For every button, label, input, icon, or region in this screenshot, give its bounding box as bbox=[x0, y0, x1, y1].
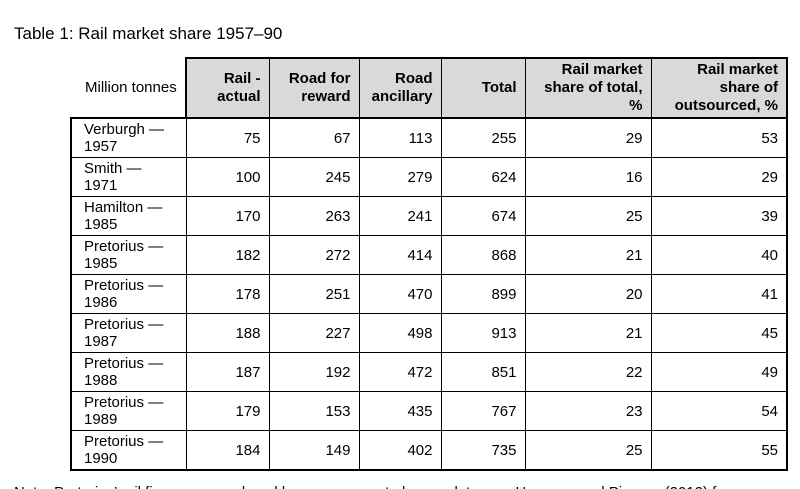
rail-market-share-table: Million tonnes Rail - actual Road for rew… bbox=[70, 57, 788, 471]
cell-value: 45 bbox=[650, 313, 788, 353]
cell-value: 25 bbox=[524, 196, 652, 236]
table-body: Verburgh — 1957 75 67 113 255 29 53 Smith — 197… bbox=[70, 117, 788, 471]
cell-value: 153 bbox=[268, 391, 360, 431]
table-row: Pretorius — 1987 188 227 498 913 21 45 bbox=[70, 313, 788, 353]
row-label: Hamilton — 1985 bbox=[70, 196, 187, 236]
cell-value: 39 bbox=[650, 196, 788, 236]
cell-value: 255 bbox=[440, 117, 526, 158]
column-header: Total bbox=[440, 57, 526, 119]
cell-value: 272 bbox=[268, 235, 360, 275]
table-row: Pretorius — 1990 184 149 402 735 25 55 bbox=[70, 430, 788, 471]
row-label: Pretorius — 1989 bbox=[70, 391, 187, 431]
cell-value: 41 bbox=[650, 274, 788, 314]
cell-value: 100 bbox=[185, 157, 270, 197]
cell-value: 470 bbox=[358, 274, 442, 314]
cell-value: 20 bbox=[524, 274, 652, 314]
cell-value: 913 bbox=[440, 313, 526, 353]
cell-value: 498 bbox=[358, 313, 442, 353]
cell-value: 179 bbox=[185, 391, 270, 431]
header-row: Million tonnes Rail - actual Road for rew… bbox=[71, 57, 788, 119]
cell-value: 472 bbox=[358, 352, 442, 392]
table-row: Pretorius — 1985 182 272 414 868 21 40 bbox=[70, 235, 788, 275]
row-label: Pretorius — 1990 bbox=[70, 430, 187, 471]
cell-value: 113 bbox=[358, 117, 442, 158]
cell-value: 25 bbox=[524, 430, 652, 471]
cell-value: 170 bbox=[185, 196, 270, 236]
table-row: Smith — 1971 100 245 279 624 16 29 bbox=[70, 157, 788, 197]
cell-value: 279 bbox=[358, 157, 442, 197]
cell-value: 251 bbox=[268, 274, 360, 314]
column-header: Rail market share of outsourced, % bbox=[650, 57, 788, 119]
table-row: Verburgh — 1957 75 67 113 255 29 53 bbox=[70, 117, 788, 158]
table-row: Pretorius — 1988 187 192 472 851 22 49 bbox=[70, 352, 788, 392]
cell-value: 245 bbox=[268, 157, 360, 197]
cell-value: 49 bbox=[650, 352, 788, 392]
cell-value: 29 bbox=[650, 157, 788, 197]
cell-value: 21 bbox=[524, 235, 652, 275]
cell-value: 75 bbox=[185, 117, 270, 158]
row-label: Pretorius — 1988 bbox=[70, 352, 187, 392]
cell-value: 767 bbox=[440, 391, 526, 431]
corner-label: Million tonnes bbox=[85, 79, 177, 96]
cell-value: 227 bbox=[268, 313, 360, 353]
row-label: Pretorius — 1985 bbox=[70, 235, 187, 275]
note-text: Note: Pretorius’ rail figures are replac… bbox=[14, 482, 774, 489]
cell-value: 22 bbox=[524, 352, 652, 392]
cell-value: 178 bbox=[185, 274, 270, 314]
cell-value: 674 bbox=[440, 196, 526, 236]
cell-value: 54 bbox=[650, 391, 788, 431]
cell-value: 16 bbox=[524, 157, 652, 197]
row-label: Verburgh — 1957 bbox=[70, 117, 187, 158]
cell-value: 67 bbox=[268, 117, 360, 158]
cell-value: 414 bbox=[358, 235, 442, 275]
cell-value: 263 bbox=[268, 196, 360, 236]
cell-value: 55 bbox=[650, 430, 788, 471]
cell-value: 21 bbox=[524, 313, 652, 353]
column-header: Rail - actual bbox=[185, 57, 270, 119]
cell-value: 40 bbox=[650, 235, 788, 275]
cell-value: 53 bbox=[650, 117, 788, 158]
cell-value: 899 bbox=[440, 274, 526, 314]
table-title: Table 1: Rail market share 1957–90 bbox=[14, 24, 283, 43]
cell-value: 184 bbox=[185, 430, 270, 471]
cell-value: 624 bbox=[440, 157, 526, 197]
cell-value: 182 bbox=[185, 235, 270, 275]
column-header: Road ancillary bbox=[358, 57, 442, 119]
table-row: Pretorius — 1986 178 251 470 899 20 41 bbox=[70, 274, 788, 314]
cell-value: 188 bbox=[185, 313, 270, 353]
table-row: Hamilton — 1985 170 263 241 674 25 39 bbox=[70, 196, 788, 236]
cell-value: 241 bbox=[358, 196, 442, 236]
cell-value: 851 bbox=[440, 352, 526, 392]
cell-value: 187 bbox=[185, 352, 270, 392]
cell-value: 435 bbox=[358, 391, 442, 431]
table-header: Million tonnes Rail - actual Road for rew… bbox=[71, 57, 788, 119]
column-header: Road for reward bbox=[268, 57, 360, 119]
cell-value: 868 bbox=[440, 235, 526, 275]
cell-value: 23 bbox=[524, 391, 652, 431]
cell-value: 149 bbox=[268, 430, 360, 471]
row-label: Pretorius — 1987 bbox=[70, 313, 187, 353]
column-header: Rail market share of total, % bbox=[524, 57, 652, 119]
cell-value: 735 bbox=[440, 430, 526, 471]
cell-value: 29 bbox=[524, 117, 652, 158]
cell-value: 402 bbox=[358, 430, 442, 471]
table-row: Pretorius — 1989 179 153 435 767 23 54 bbox=[70, 391, 788, 431]
cell-value: 192 bbox=[268, 352, 360, 392]
row-label: Smith — 1971 bbox=[70, 157, 187, 197]
row-label: Pretorius — 1986 bbox=[70, 274, 187, 314]
